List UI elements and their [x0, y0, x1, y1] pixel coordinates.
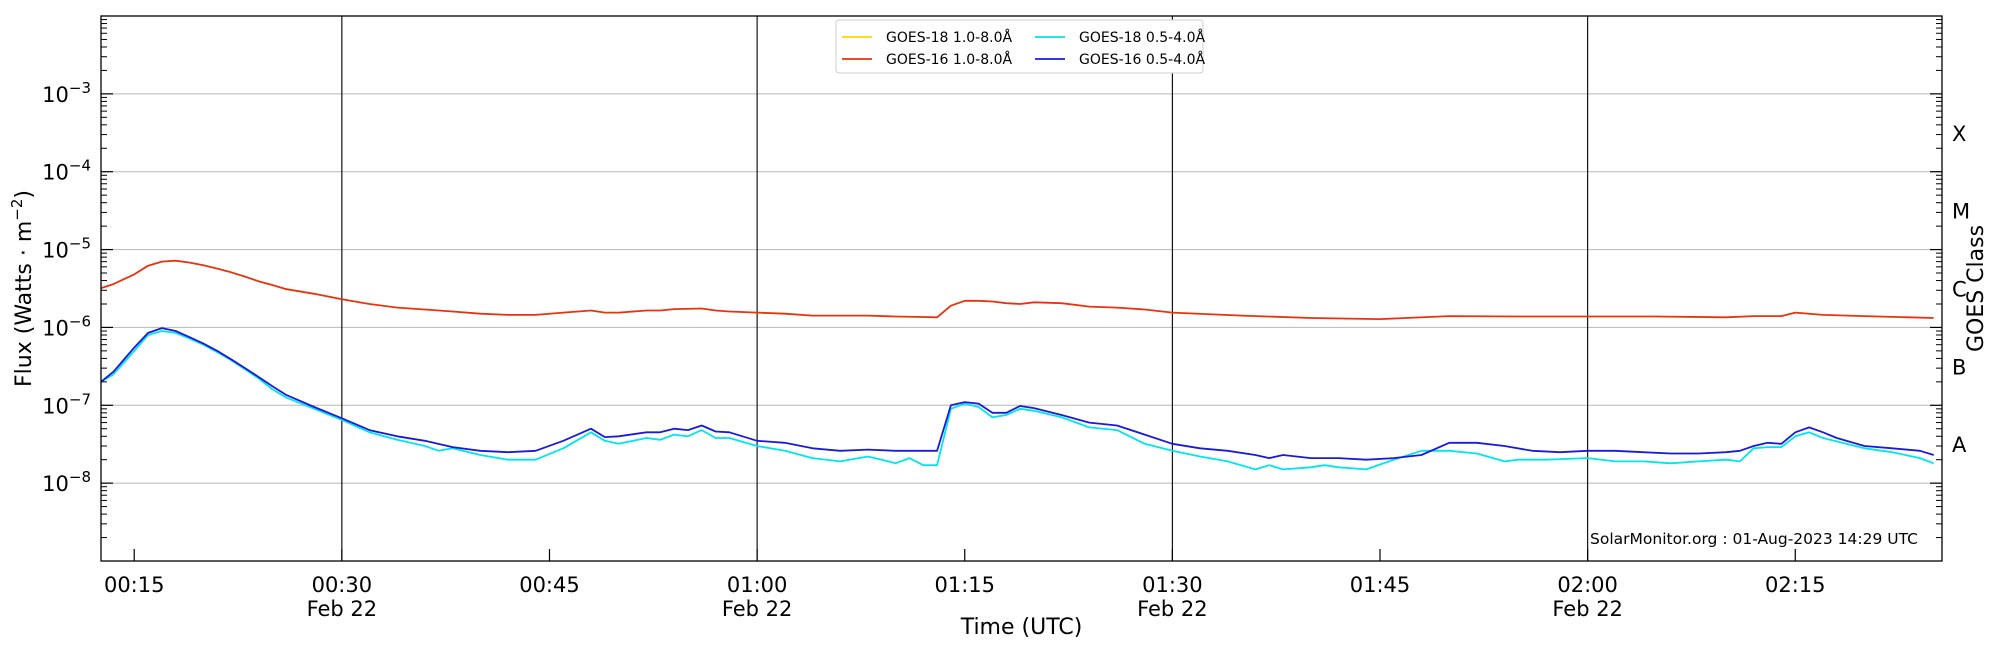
series-line	[100, 327, 1934, 461]
y-tick-exponent: −4	[69, 157, 91, 175]
legend: GOES-18 1.0-8.0Å GOES-16 1.0-8.0Å GOES-18 …	[835, 19, 1205, 74]
plot-frame	[100, 15, 1943, 562]
x-tick-label: 00:15	[104, 573, 165, 597]
x-tick-label: 00:45	[519, 573, 580, 597]
y-tick-base: 10	[42, 83, 69, 107]
y-tick-base: 10	[42, 316, 69, 340]
legend-box	[835, 19, 1204, 74]
credit-text: SolarMonitor.org : 01-Aug-2023 14:29 UTC	[1590, 530, 1918, 548]
y-tick-base: 10	[42, 161, 69, 185]
goes-class-label: B	[1952, 355, 1966, 379]
x-tick-label: 01:45	[1350, 573, 1411, 597]
goes-class-label: X	[1952, 122, 1966, 146]
goes-class-label: A	[1952, 433, 1967, 457]
y-axis-label-exponent: −2	[8, 199, 26, 221]
y-tick-base: 10	[42, 472, 69, 496]
y-tick-exponent: −7	[69, 390, 91, 408]
x-tick-label: 02:00	[1557, 573, 1618, 597]
legend-label: GOES-18 1.0-8.0Å	[886, 29, 1012, 46]
goes-class-label: C	[1952, 278, 1967, 302]
goes-class-label: M	[1952, 200, 1970, 224]
legend-label: GOES-16 1.0-8.0Å	[886, 51, 1012, 68]
y-tick-label: 10−3	[42, 79, 91, 107]
y-tick-label: 10−7	[42, 390, 91, 418]
x-axis-label: Time (UTC)	[960, 615, 1083, 640]
legend-label: GOES-16 0.5-4.0Å	[1079, 51, 1205, 68]
y-tick-label: 10−6	[42, 312, 91, 340]
x-tick-date: Feb 22	[307, 597, 378, 621]
y-tick-base: 10	[42, 394, 69, 418]
legend-label: GOES-18 0.5-4.0Å	[1079, 29, 1205, 46]
y-axis-label-main: Flux (Watts · m	[12, 221, 37, 387]
y-tick-label: 10−4	[42, 157, 91, 185]
goes-class-axis-label: GOES Class	[1964, 225, 1989, 352]
x-tick-label: 00:30	[312, 573, 373, 597]
y-axis-label: Flux (Watts · m−2)	[8, 190, 37, 387]
series-line	[100, 259, 1934, 320]
grid-lines	[101, 16, 1942, 561]
y-tick-label: 10−5	[42, 235, 91, 263]
x-tick-date: Feb 22	[1552, 597, 1623, 621]
x-tick-label: 01:00	[727, 573, 788, 597]
series-line	[100, 330, 1935, 471]
y-axis-label-close: )	[12, 190, 37, 199]
x-tick-date: Feb 22	[1137, 597, 1208, 621]
y-tick-label: 10−8	[42, 468, 91, 496]
y-tick-base: 10	[42, 239, 69, 263]
y-tick-exponent: −5	[69, 235, 91, 253]
y-tick-exponent: −6	[69, 312, 91, 330]
series-lines	[100, 259, 1935, 471]
x-tick-date: Feb 22	[722, 597, 793, 621]
x-tick-label: 01:30	[1142, 573, 1203, 597]
x-tick-label: 02:15	[1765, 573, 1826, 597]
y-tick-exponent: −3	[69, 79, 91, 97]
x-tick-label: 01:15	[934, 573, 995, 597]
y-tick-exponent: −8	[69, 468, 91, 486]
